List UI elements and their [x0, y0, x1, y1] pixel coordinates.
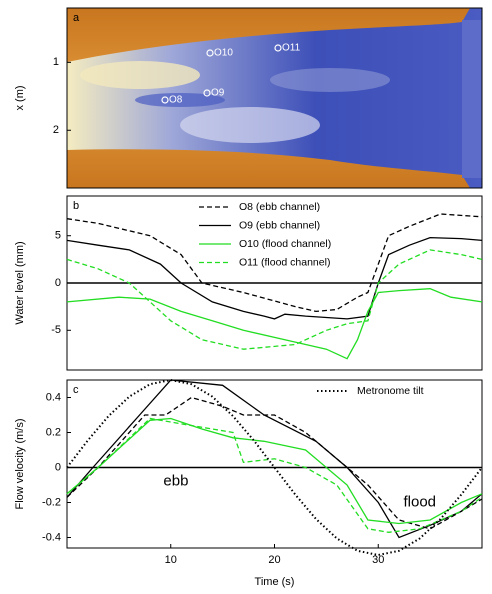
axes-frame [66, 7, 483, 189]
y-tick-label: 5 [55, 230, 61, 242]
station-label: O10 [214, 48, 233, 59]
station-marker [274, 44, 282, 52]
series-line [66, 417, 483, 525]
station-label: O11 [282, 43, 301, 54]
annotation: ebb [163, 472, 188, 489]
station-marker [161, 96, 169, 104]
y-tick-label: -0.4 [42, 531, 61, 543]
series-line [66, 213, 483, 313]
legend-label: O9 (ebb channel) [239, 219, 320, 231]
x-tick-label: 30 [372, 554, 384, 566]
axes-frame [66, 379, 483, 549]
y-tick-label: -5 [51, 324, 61, 336]
y-axis-label: Water level (mm) [14, 241, 26, 324]
x-axis-label: Time (s) [255, 576, 295, 588]
y-axis-label: Flow velocity (m/s) [14, 418, 26, 509]
y-tick-label: 0.2 [46, 426, 61, 438]
series-line [66, 249, 483, 350]
annotation: flood [403, 493, 436, 510]
y-axis-label: x (m) [14, 85, 26, 110]
estuary-image [67, 8, 482, 188]
series-line [66, 288, 483, 360]
panel-label: a [73, 12, 80, 24]
legend-label: O10 (flood channel) [239, 238, 331, 250]
y-tick-label: 2 [53, 124, 59, 136]
x-tick-label: 20 [268, 554, 280, 566]
y-tick-label: 0.4 [46, 391, 61, 403]
y-tick-label: 0 [55, 461, 61, 473]
y-tick-label: 1 [53, 56, 59, 68]
station-label: O9 [211, 88, 225, 99]
series-line [66, 379, 483, 539]
x-tick-label: 10 [165, 554, 177, 566]
series-line [66, 378, 483, 557]
y-tick-label: -0.2 [42, 496, 61, 508]
legend-label: O11 (flood channel) [239, 256, 330, 268]
legend-label: O8 (ebb channel) [239, 201, 320, 213]
series-line [66, 396, 483, 530]
panel-label: b [73, 200, 79, 212]
series-line [66, 236, 483, 320]
legend-label: Metronome tilt [357, 385, 424, 397]
station-marker [206, 49, 214, 57]
station-marker [203, 89, 211, 97]
y-tick-label: 0 [55, 277, 61, 289]
panel-label: c [73, 384, 79, 396]
series-line [66, 417, 483, 533]
station-label: O8 [169, 95, 183, 106]
